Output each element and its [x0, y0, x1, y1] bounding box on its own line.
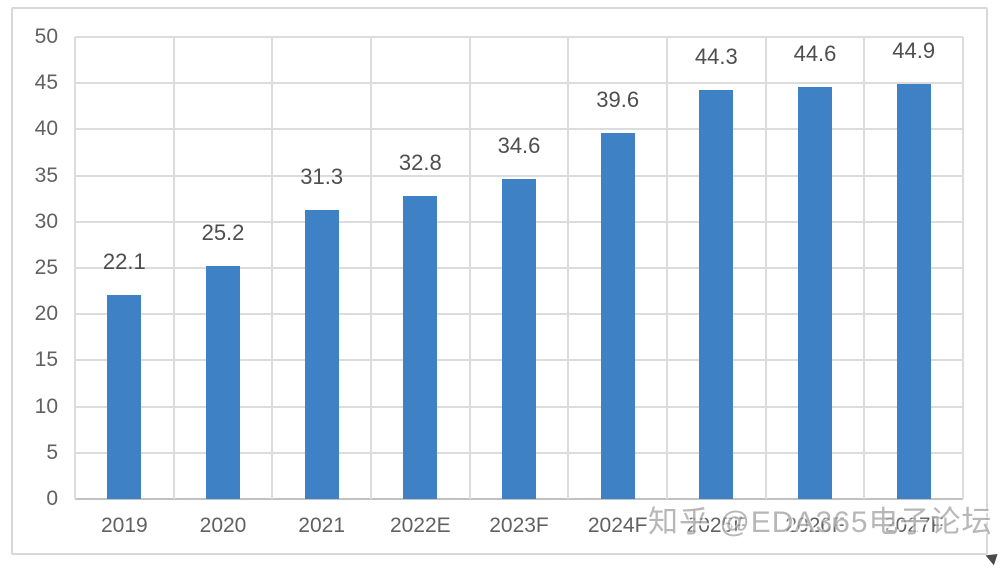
bar-value-label: 44.9: [892, 38, 936, 64]
bar-2023F: [502, 179, 536, 499]
gridline-horizontal: [75, 128, 963, 131]
x-axis-label: 2019: [100, 514, 148, 537]
gridline-vertical: [468, 37, 471, 499]
y-axis-label: 30: [34, 209, 58, 233]
gridline-vertical: [764, 37, 767, 499]
y-axis-label: 50: [34, 25, 58, 48]
plot-area: 22.1 25.2 31.3 32.8 34.6 39.6 44.3 44.6 44.9: [74, 36, 964, 500]
gridline-vertical: [370, 37, 372, 499]
bar-2020: [206, 266, 240, 499]
bar-2021: [304, 209, 339, 499]
bar-2024F: [600, 133, 635, 499]
bar-2025F: [699, 89, 734, 499]
bar-2019: [107, 294, 142, 499]
bar-2022E: [403, 195, 438, 499]
x-axis-label: 2025F: [686, 514, 747, 537]
gridline-horizontal: [75, 36, 963, 38]
gridline-horizontal: [75, 498, 963, 500]
gridline-vertical: [567, 37, 570, 499]
bar-value-label: 44.6: [793, 40, 837, 66]
gridline-horizontal: [75, 82, 963, 85]
watermark: 知乎 @EDA365电子论坛: [648, 506, 993, 539]
bar-2026F: [798, 86, 832, 499]
bar-value-label: 34.6: [497, 133, 541, 159]
x-axis-label: 2020: [199, 514, 247, 537]
gridline-vertical: [962, 37, 964, 499]
bar-value-label: 31.3: [300, 163, 344, 189]
y-axis-label: 0: [46, 487, 58, 510]
gridline-vertical: [863, 37, 866, 499]
y-axis-label: 45: [34, 71, 58, 95]
x-axis-label: 2027F: [883, 514, 944, 537]
x-axis-label: 2023F: [489, 514, 549, 537]
gridline-vertical: [271, 37, 274, 499]
bar-value-label: 25.2: [201, 220, 245, 246]
bar-value-label: 39.6: [596, 87, 640, 113]
gridline-vertical: [666, 37, 668, 499]
bar-2027F: [896, 84, 931, 499]
y-axis-label: 40: [34, 117, 58, 141]
bar-value-label: 22.1: [102, 248, 146, 274]
chart-border: [11, 7, 988, 555]
gridline-horizontal: [75, 174, 963, 177]
y-axis-label: 25: [34, 256, 58, 279]
bar-value-label: 32.8: [398, 149, 442, 175]
gridline-vertical: [172, 37, 175, 499]
x-axis-label: 2022E: [389, 514, 451, 537]
y-axis-label: 5: [46, 440, 58, 464]
y-axis-label: 20: [34, 302, 58, 326]
x-axis-label: 2026F: [785, 514, 845, 537]
y-axis-label: 35: [34, 163, 58, 187]
y-axis-label: 15: [34, 348, 58, 372]
cursor-icon: [983, 550, 998, 566]
x-axis-label: 2021: [298, 514, 346, 537]
y-axis-label: 10: [34, 394, 58, 418]
x-axis-label: 2024F: [587, 514, 648, 537]
gridline-vertical: [74, 37, 76, 499]
bar-value-label: 44.3: [694, 43, 738, 69]
